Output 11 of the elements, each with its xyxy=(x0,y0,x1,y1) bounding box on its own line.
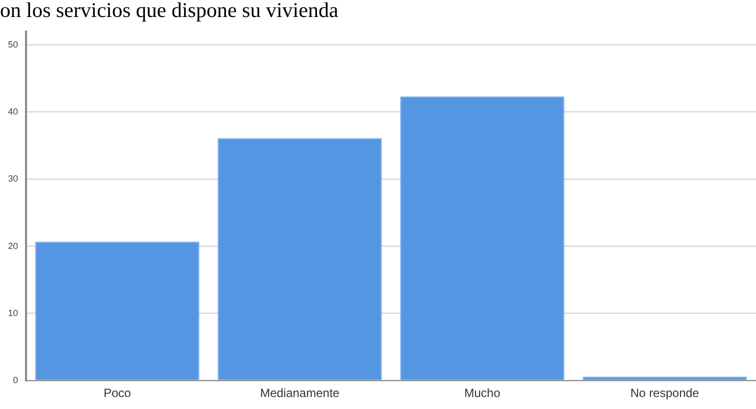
x-tick-label: Medianamente xyxy=(260,386,340,400)
chart-title: on los servicios que dispone su vivienda xyxy=(0,0,340,22)
y-tick-label: 10 xyxy=(8,308,18,318)
x-tick-label: Mucho xyxy=(464,386,501,400)
y-tick-label: 40 xyxy=(8,106,18,116)
y-tick-label: 0 xyxy=(12,375,18,386)
y-tick-label: 50 xyxy=(8,39,18,50)
x-tick-label: Poco xyxy=(104,386,132,400)
y-tick-label: 20 xyxy=(8,240,18,251)
x-tick-label: No responde xyxy=(630,386,700,400)
y-tick-label: 30 xyxy=(8,174,18,184)
